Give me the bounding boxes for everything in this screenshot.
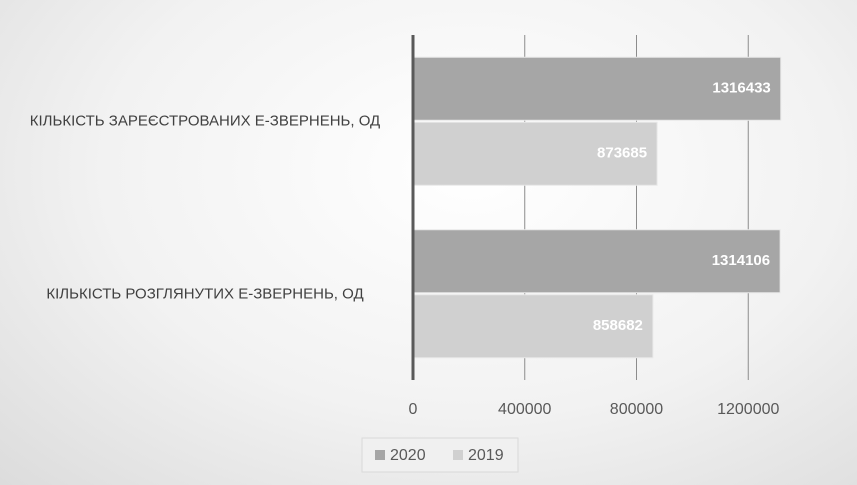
legend-label: 2019 xyxy=(468,447,504,464)
x-tick-label: 800000 xyxy=(610,401,663,418)
bar xyxy=(412,229,781,294)
value-label: 1314106 xyxy=(712,252,770,269)
value-label: 1316433 xyxy=(712,80,770,97)
legend-label: 2020 xyxy=(390,447,426,464)
value-label: 873685 xyxy=(597,145,647,162)
x-tick-label: 0 xyxy=(409,401,418,418)
x-tick-label: 1200000 xyxy=(717,401,779,418)
category-label: КІЛЬКІСТЬ ЗАРЕЄСТРОВАНИХ Е-ЗВЕРНЕНЬ, ОД xyxy=(29,112,381,130)
bar xyxy=(412,121,658,186)
legend-swatch xyxy=(453,450,463,460)
bar xyxy=(412,56,782,121)
legend-box xyxy=(361,437,519,473)
value-label: 858682 xyxy=(593,317,643,334)
bar xyxy=(412,294,654,359)
legend-swatch xyxy=(375,450,385,460)
category-label: КІЛЬКІСТЬ РОЗГЛЯНУТИХ Е-ЗВЕРНЕНЬ, ОД xyxy=(46,285,364,303)
x-tick-label: 400000 xyxy=(498,401,551,418)
